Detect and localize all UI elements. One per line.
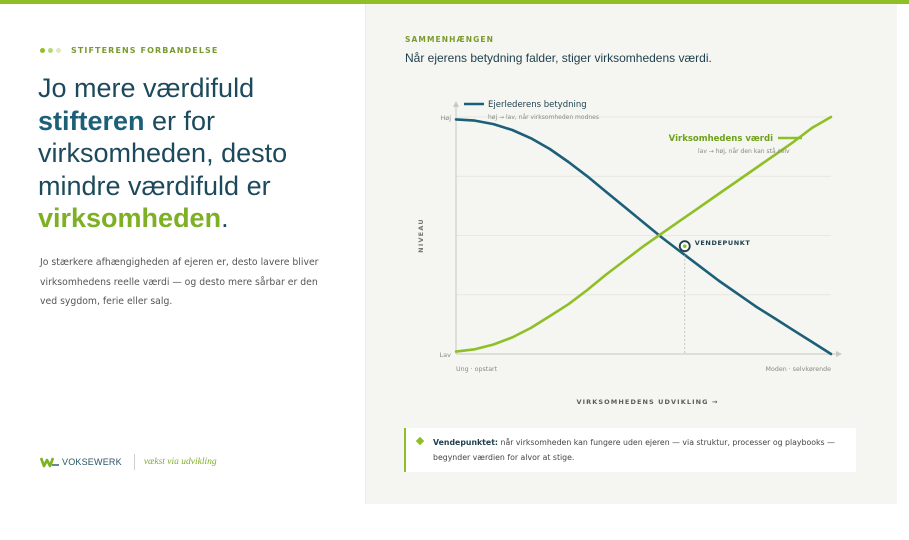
footer-logo: VOKSEWERK vækst via udvikling	[40, 451, 217, 473]
chart-series	[454, 115, 833, 356]
kicker-dot	[48, 47, 53, 53]
headline-part: .	[221, 203, 229, 233]
x-axis-label: VIRKSOMHEDENS UDVIKLING →	[577, 398, 719, 406]
kicker-row: STIFTERENS FORBANDELSE	[40, 44, 219, 56]
legend-subtitle: lav → høj, når den kan stå selv	[698, 148, 790, 155]
legend-subtitle: høj → lav, når virksomheden modnes	[488, 114, 599, 121]
y-tick-label: Lav	[440, 351, 452, 359]
kicker-dot	[40, 47, 45, 53]
diamond-icon	[415, 436, 425, 446]
turning-point-label: VENDEPUNKT	[695, 239, 751, 247]
callout-body: når virksomheden kan fungere uden ejeren…	[433, 438, 835, 462]
section-kicker: SAMMENHÆNGEN	[405, 35, 494, 44]
legend-label: Virksomhedens værdi	[669, 134, 773, 144]
right-panel: SAMMENHÆNGEN Når ejerens betydning falde…	[365, 4, 897, 504]
section-title: Når ejerens betydning falder, stiger vir…	[405, 51, 712, 65]
chart-labels: Høj Lav Ung · opstart Moden · selvkørende NI…	[417, 100, 831, 406]
kicker-dot	[56, 47, 61, 53]
top-accent-bar	[0, 0, 909, 4]
headline-part: Jo mere værdifuld	[38, 73, 255, 103]
headline-part: er for virksomheden, desto mindre værdif…	[38, 105, 288, 201]
left-panel: STIFTERENS FORBANDELSE Jo mere værdifuld…	[0, 4, 364, 504]
logo-divider	[133, 454, 135, 470]
headline: Jo mere værdifuld stifteren er for virkso…	[38, 72, 348, 235]
callout-box: Vendepunktet: når virksomheden kan funge…	[404, 428, 856, 472]
chart-axes	[453, 101, 842, 357]
y-tick-label: Høj	[440, 114, 451, 122]
series-line	[454, 115, 833, 353]
brand-name: VOKSEWERK	[62, 457, 122, 467]
callout-text: Vendepunktet: når virksomheden kan funge…	[433, 435, 846, 465]
kicker-label: STIFTERENS FORBANDELSE	[71, 45, 219, 55]
body-paragraph: Jo stærkere afhængigheden af ejeren er, …	[40, 257, 319, 307]
x-axis-arrow	[836, 351, 842, 357]
turning-point-dot	[682, 244, 687, 248]
series-line	[454, 118, 833, 356]
voksewerk-logo-icon	[40, 457, 59, 468]
headline-emphasis-company: virksomheden	[38, 203, 222, 233]
y-axis-arrow	[453, 101, 459, 107]
headline-emphasis-founder: stifteren	[38, 105, 145, 136]
line-chart: Høj Lav Ung · opstart Moden · selvkørende NI…	[417, 100, 842, 406]
x-tick-label: Ung · opstart	[456, 366, 498, 373]
legend-label: Ejerlederens betydning	[488, 100, 587, 110]
x-tick-label: Moden · selvkørende	[766, 366, 832, 373]
y-axis-label: NIVEAU	[417, 218, 425, 253]
callout-label: Vendepunktet:	[433, 438, 499, 447]
brand-tagline: vækst via udvikling	[143, 457, 217, 467]
